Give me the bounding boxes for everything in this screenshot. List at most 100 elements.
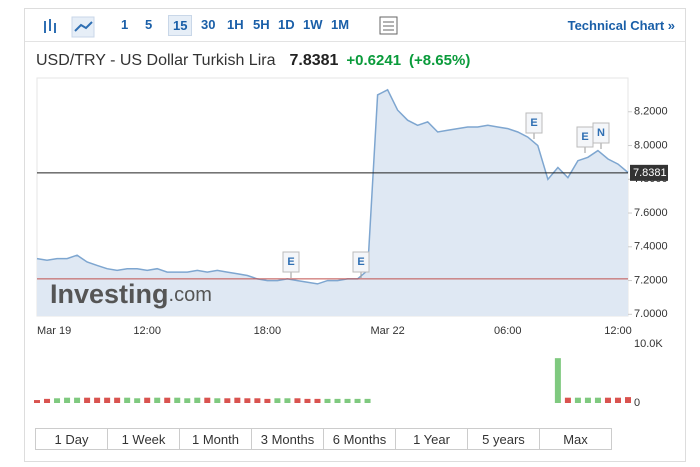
x-tick-label: 18:00 bbox=[254, 325, 282, 337]
settings-icon[interactable] bbox=[377, 14, 401, 38]
x-tick-label: 06:00 bbox=[494, 325, 522, 337]
volume-bar bbox=[594, 397, 601, 403]
change-percent: (+8.65%) bbox=[409, 52, 471, 69]
interval-button[interactable]: 15 bbox=[168, 15, 193, 36]
interval-button[interactable]: 1H bbox=[223, 15, 248, 34]
volume-bar bbox=[114, 397, 121, 403]
interval-button[interactable]: 1M bbox=[327, 15, 353, 34]
volume-bar bbox=[34, 400, 40, 403]
last-price: 7.8381 bbox=[289, 52, 339, 69]
event-marker bbox=[282, 251, 300, 273]
x-tick-label: 12:00 bbox=[133, 325, 161, 337]
volume-tick-label: 10.0K bbox=[634, 338, 663, 350]
y-tick-label: 7.6000 bbox=[634, 207, 668, 219]
event-label: E bbox=[530, 117, 537, 129]
volume-bar bbox=[74, 397, 81, 403]
widget: 1 5 15 30 1H 5H 1D 1W 1M Technical Chart » USD/T… bbox=[24, 8, 686, 462]
chart-type-icons bbox=[44, 16, 95, 38]
volume-bar bbox=[84, 397, 91, 403]
event-label: E bbox=[357, 256, 364, 268]
y-tick-label: 7.2000 bbox=[634, 274, 668, 286]
volume-bar bbox=[344, 398, 351, 403]
event-marker bbox=[352, 251, 370, 273]
range-bar: 1 Day 1 Week 1 Month 3 Months 6 Months 1 Year… bbox=[35, 428, 612, 450]
volume-bar bbox=[294, 398, 301, 403]
change: +0.6241 bbox=[346, 52, 402, 69]
volume-bar bbox=[214, 398, 221, 403]
separator bbox=[25, 41, 685, 42]
x-tick-label: 12:00 bbox=[604, 325, 632, 337]
volume-bar bbox=[264, 398, 271, 403]
interval-button[interactable]: 30 bbox=[197, 15, 219, 34]
event-label: N bbox=[597, 127, 605, 139]
event-label: E bbox=[581, 131, 588, 143]
volume-bar bbox=[584, 397, 591, 403]
volume-bar bbox=[604, 397, 611, 403]
x-tick-label: Mar 19 bbox=[37, 325, 71, 337]
y-tick-label: 8.2000 bbox=[634, 106, 668, 118]
event-label: E bbox=[287, 256, 294, 268]
volume-bar bbox=[625, 397, 631, 403]
volume-tick-label: 0 bbox=[634, 397, 640, 409]
watermark-brand: Investing bbox=[50, 279, 169, 309]
volume-bar bbox=[334, 398, 341, 403]
interval-button[interactable]: 1D bbox=[274, 15, 299, 34]
last-price-tag bbox=[630, 164, 668, 181]
instrument-header: USD/TRY - US Dollar Turkish Lira 7.8381 +0… bbox=[36, 52, 470, 70]
volume-bar bbox=[234, 397, 241, 403]
volume-bar bbox=[614, 397, 621, 403]
y-tick-label: 8.0000 bbox=[634, 139, 668, 151]
volume-bar bbox=[184, 398, 191, 403]
range-button[interactable]: 5 years bbox=[467, 428, 540, 450]
volume-bar bbox=[274, 398, 281, 403]
volume-bar bbox=[574, 397, 581, 403]
x-tick-label: Mar 22 bbox=[370, 325, 404, 337]
event-marker bbox=[525, 112, 543, 134]
volume-bar bbox=[194, 397, 201, 403]
volume-bar bbox=[154, 397, 161, 403]
interval-button[interactable]: 1W bbox=[299, 15, 327, 34]
volume-bar bbox=[564, 397, 571, 403]
volume-bar bbox=[314, 398, 321, 403]
range-button[interactable]: 1 Year bbox=[395, 428, 468, 450]
volume-bar bbox=[134, 398, 141, 403]
volume-bar bbox=[64, 397, 71, 403]
event-marker bbox=[592, 122, 610, 144]
volume-bar bbox=[204, 397, 211, 403]
range-button[interactable]: 1 Week bbox=[107, 428, 180, 450]
volume-bar bbox=[94, 397, 101, 403]
watermark: Investing.com bbox=[50, 279, 212, 309]
volume-bar bbox=[224, 398, 231, 403]
technical-chart-link[interactable]: Technical Chart » bbox=[567, 18, 675, 33]
volume-bar bbox=[54, 398, 61, 403]
volume-bar bbox=[304, 398, 311, 403]
interval-button[interactable]: 5H bbox=[249, 15, 274, 34]
volume-bar bbox=[554, 358, 561, 403]
y-tick-label: 7.4000 bbox=[634, 241, 668, 253]
volume-bar bbox=[244, 398, 251, 403]
range-button[interactable]: 1 Month bbox=[179, 428, 252, 450]
price-line bbox=[36, 88, 629, 285]
last-price-label: 7.8381 bbox=[633, 167, 667, 179]
volume-bar bbox=[164, 397, 171, 403]
volume-bar bbox=[364, 398, 371, 403]
volume-bar bbox=[124, 397, 131, 403]
volume-bar bbox=[104, 397, 111, 403]
watermark-suffix: .com bbox=[169, 284, 212, 306]
range-button[interactable]: 1 Day bbox=[35, 428, 108, 450]
range-button[interactable]: 3 Months bbox=[251, 428, 324, 450]
range-button[interactable]: 6 Months bbox=[323, 428, 396, 450]
volume-bar bbox=[44, 398, 51, 403]
area bbox=[37, 89, 628, 316]
instrument-title: USD/TRY - US Dollar Turkish Lira bbox=[36, 52, 276, 69]
range-button[interactable]: Max bbox=[539, 428, 612, 450]
interval-button[interactable]: 1 bbox=[117, 15, 132, 34]
volume-bar bbox=[284, 398, 291, 403]
volume-bar bbox=[144, 397, 151, 403]
volume-bar bbox=[174, 397, 181, 403]
volume-bar bbox=[254, 398, 261, 403]
volume-bar bbox=[324, 398, 331, 403]
interval-button[interactable]: 5 bbox=[141, 15, 156, 34]
volume-bar bbox=[354, 398, 361, 403]
